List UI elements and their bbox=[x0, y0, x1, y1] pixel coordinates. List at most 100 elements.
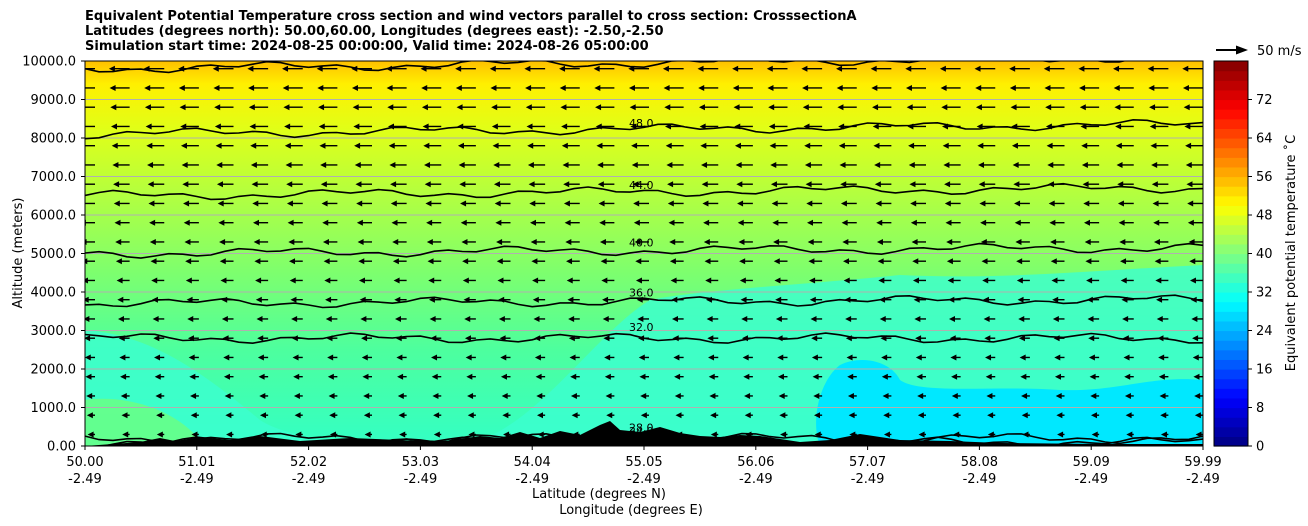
wind-arrowhead bbox=[354, 161, 361, 168]
wind-arrowhead bbox=[455, 65, 462, 72]
wind-arrowhead bbox=[604, 354, 611, 361]
colorbar-band bbox=[1214, 311, 1248, 322]
wind-arrowhead bbox=[361, 354, 368, 361]
wind-arrowhead bbox=[840, 200, 847, 207]
wind-arrowhead bbox=[387, 104, 394, 111]
wind-arrowhead bbox=[457, 123, 464, 130]
wind-arrowhead bbox=[985, 373, 992, 380]
colorbar-band bbox=[1214, 80, 1248, 91]
wind-arrowhead bbox=[77, 143, 83, 149]
wind-arrowhead bbox=[223, 354, 230, 361]
wind-arrowhead bbox=[1115, 142, 1122, 149]
wind-arrowhead bbox=[496, 238, 503, 245]
wind-arrowhead bbox=[766, 65, 773, 72]
wind-arrowhead bbox=[1084, 219, 1091, 226]
wind-arrowhead bbox=[491, 123, 498, 130]
wind-arrowhead bbox=[568, 335, 575, 342]
wind-arrowhead bbox=[987, 412, 994, 419]
wind-arrowhead bbox=[631, 161, 638, 168]
wind-arrowhead bbox=[979, 200, 986, 207]
colorbar-tick-label: 0 bbox=[1256, 440, 1264, 455]
wind-arrowhead bbox=[662, 65, 669, 72]
wind-arrowhead bbox=[431, 373, 438, 380]
wind-arrowhead bbox=[288, 238, 295, 245]
wind-arrowhead bbox=[701, 161, 708, 168]
wind-arrowhead bbox=[674, 392, 681, 399]
wind-arrowhead bbox=[568, 315, 575, 322]
wind-arrowhead bbox=[559, 84, 566, 91]
wind-arrowhead bbox=[986, 392, 993, 399]
wind-arrowhead bbox=[1115, 123, 1122, 130]
colorbar-band bbox=[1214, 253, 1248, 264]
colorbar-band bbox=[1214, 61, 1248, 72]
colorbar: 0 8 16 24 32 40 48 56 64 72 bbox=[1213, 60, 1273, 455]
wind-arrowhead bbox=[1185, 161, 1192, 168]
wind-arrowhead bbox=[385, 65, 392, 72]
x-tick-label-lat: 55.05 bbox=[625, 455, 662, 470]
wind-arrowhead bbox=[295, 431, 302, 438]
wind-arrowhead bbox=[322, 238, 329, 245]
wind-arrowhead bbox=[220, 277, 227, 284]
colorbar-band bbox=[1214, 89, 1248, 101]
wind-arrowhead bbox=[1118, 219, 1125, 226]
wind-arrowhead bbox=[633, 200, 640, 207]
wind-arrowhead bbox=[601, 277, 608, 284]
wind-arrowhead bbox=[1011, 123, 1018, 130]
wind-arrowhead bbox=[352, 104, 359, 111]
wind-arrowhead bbox=[809, 277, 816, 284]
x-tick-label-lon: -2.49 bbox=[1186, 472, 1220, 487]
wind-arrowhead bbox=[951, 392, 958, 399]
wind-arrowhead bbox=[1016, 277, 1023, 284]
wind-arrowhead bbox=[183, 200, 190, 207]
wind-arrowhead bbox=[671, 296, 678, 303]
wind-arrowhead bbox=[457, 142, 464, 149]
wind-arrowhead bbox=[777, 373, 784, 380]
x-tick-label-lon: -2.49 bbox=[739, 472, 773, 487]
wind-arrowhead bbox=[597, 181, 604, 188]
wind-arrowhead bbox=[1050, 238, 1057, 245]
wind-arrowhead bbox=[1149, 123, 1156, 130]
wind-arrowhead bbox=[318, 123, 325, 130]
wind-arrowhead bbox=[775, 315, 782, 322]
wind-arrowhead bbox=[629, 104, 636, 111]
wind-arrowhead bbox=[735, 161, 742, 168]
wind-arrowhead bbox=[1120, 258, 1127, 265]
wind-arrowhead bbox=[810, 315, 817, 322]
wind-arrowhead bbox=[770, 181, 777, 188]
wind-arrowhead bbox=[982, 296, 989, 303]
wind-arrowhead bbox=[942, 142, 949, 149]
wind-arrowhead bbox=[702, 200, 709, 207]
wind-arrowhead bbox=[524, 65, 531, 72]
wind-arrowhead bbox=[114, 219, 121, 226]
wind-arrowhead bbox=[290, 296, 297, 303]
wind-vectors bbox=[77, 65, 1203, 438]
wind-arrowhead bbox=[847, 373, 854, 380]
wind-arrowhead bbox=[116, 277, 123, 284]
colorbar-band bbox=[1214, 301, 1248, 312]
wind-arrowhead bbox=[672, 335, 679, 342]
wind-arrowhead bbox=[1057, 431, 1064, 438]
wind-arrowhead bbox=[467, 392, 474, 399]
wind-arrowhead bbox=[943, 161, 950, 168]
colorbar-band bbox=[1214, 157, 1248, 168]
wind-arrowhead bbox=[740, 296, 747, 303]
wind-arrowhead bbox=[255, 296, 262, 303]
colorbar-band bbox=[1214, 195, 1248, 206]
wind-arrowhead bbox=[707, 335, 714, 342]
wind-arrowhead bbox=[496, 258, 503, 265]
wind-arrowhead bbox=[1117, 181, 1124, 188]
wind-arrowhead bbox=[357, 238, 364, 245]
wind-arrowhead bbox=[1154, 258, 1161, 265]
wind-arrowhead bbox=[320, 161, 327, 168]
wind-arrowhead bbox=[638, 335, 645, 342]
wind-arrowhead bbox=[111, 123, 118, 130]
wind-arrowhead bbox=[1113, 84, 1120, 91]
wind-arrowhead bbox=[1087, 315, 1094, 322]
wind-arrowhead bbox=[952, 412, 959, 419]
wind-arrowhead bbox=[1054, 373, 1061, 380]
wind-arrowhead bbox=[353, 123, 360, 130]
wind-arrowhead bbox=[464, 315, 471, 322]
wind-arrowhead bbox=[806, 200, 813, 207]
wind-arrowhead bbox=[1152, 200, 1159, 207]
wind-arrowhead bbox=[216, 161, 223, 168]
